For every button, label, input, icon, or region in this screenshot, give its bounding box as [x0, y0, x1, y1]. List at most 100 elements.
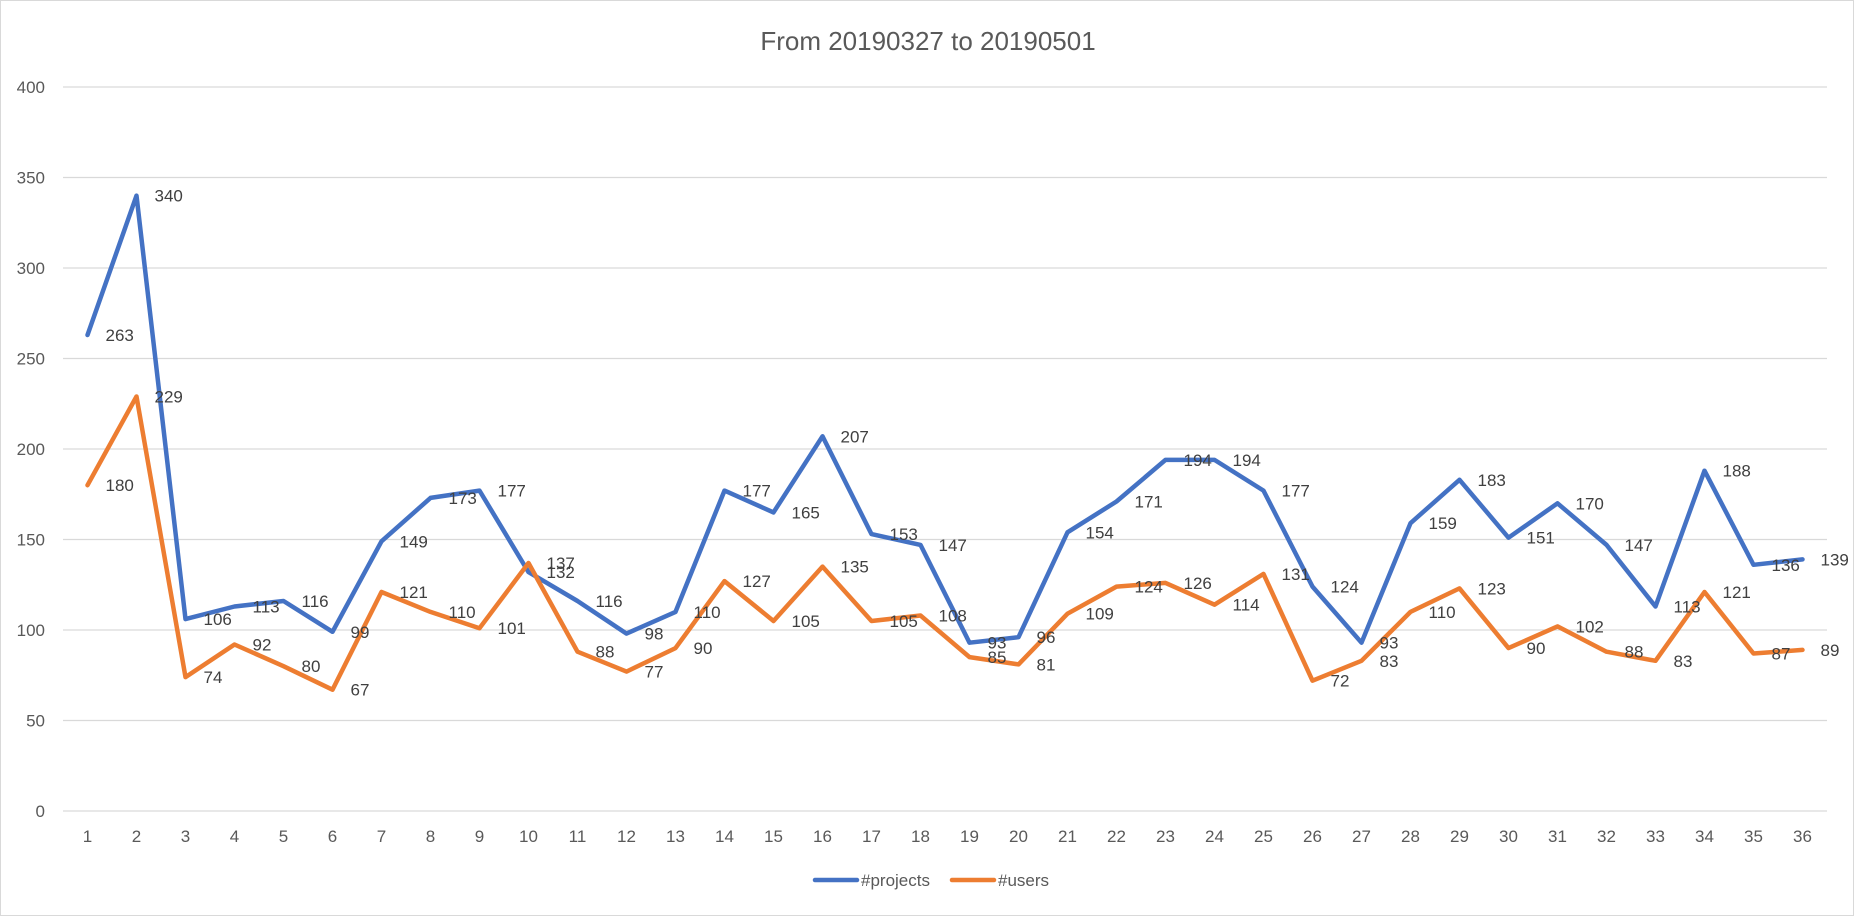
- data-label: 93: [1380, 634, 1399, 653]
- series-lines: [85, 193, 1805, 692]
- data-label: 77: [645, 663, 664, 682]
- data-label: 80: [302, 657, 321, 676]
- data-label: 177: [743, 482, 771, 501]
- data-label: 126: [1184, 574, 1212, 593]
- data-label: 263: [106, 326, 134, 345]
- data-label: 194: [1184, 451, 1212, 470]
- data-label: 121: [1723, 583, 1751, 602]
- data-label: 154: [1086, 523, 1114, 542]
- x-tick-label: 11: [569, 827, 587, 846]
- x-tick-label: 29: [1450, 827, 1469, 846]
- data-label: 90: [1527, 639, 1546, 658]
- y-tick-label: 0: [36, 802, 45, 821]
- data-label: 113: [253, 597, 280, 616]
- data-label: 106: [204, 610, 232, 629]
- data-label: 110: [694, 603, 721, 622]
- x-tick-label: 20: [1009, 827, 1028, 846]
- data-label: 110: [449, 603, 476, 622]
- y-tick-label: 50: [26, 712, 45, 731]
- x-tick-label: 15: [764, 827, 783, 846]
- x-tick-label: 35: [1744, 827, 1763, 846]
- data-label: 114: [1233, 596, 1260, 615]
- x-tick-label: 25: [1254, 827, 1273, 846]
- data-label: 151: [1527, 529, 1555, 548]
- data-label: 123: [1478, 579, 1506, 598]
- x-tick-label: 6: [328, 827, 337, 846]
- data-label: 98: [645, 625, 664, 644]
- x-tick-label: 32: [1597, 827, 1616, 846]
- x-tick-label: 27: [1352, 827, 1371, 846]
- series-line-users: [85, 394, 1805, 692]
- data-label: 183: [1478, 471, 1506, 490]
- data-label: 89: [1821, 641, 1840, 660]
- x-tick-label: 19: [960, 827, 979, 846]
- x-tick-label: 30: [1499, 827, 1518, 846]
- data-label: 147: [1625, 536, 1653, 555]
- data-label: 165: [792, 503, 820, 522]
- data-label: 137: [547, 554, 575, 573]
- series-line-projects: [85, 193, 1805, 645]
- x-tick-label: 18: [911, 827, 930, 846]
- data-label: 127: [743, 572, 771, 591]
- data-label: 149: [400, 532, 428, 551]
- data-label: 121: [400, 583, 428, 602]
- data-label: 102: [1576, 617, 1604, 636]
- x-tick-label: 28: [1401, 827, 1420, 846]
- data-label: 88: [1625, 643, 1644, 662]
- x-tick-label: 5: [279, 827, 288, 846]
- data-label: 93: [988, 634, 1007, 653]
- gridlines: [63, 86, 1827, 812]
- data-label: 132: [547, 563, 575, 582]
- data-label: 188: [1723, 462, 1751, 481]
- data-label: 83: [1380, 652, 1399, 671]
- data-label: 92: [253, 635, 272, 654]
- data-label: 72: [1331, 672, 1350, 691]
- data-label: 177: [498, 482, 526, 501]
- data-label: 88: [596, 643, 615, 662]
- x-tick-label: 33: [1646, 827, 1665, 846]
- x-tick-label: 1: [83, 827, 92, 846]
- data-label: 96: [1037, 628, 1056, 647]
- data-label: 108: [939, 607, 967, 626]
- y-tick-label: 150: [17, 531, 45, 550]
- x-tick-label: 8: [426, 827, 435, 846]
- legend-label: #users: [998, 871, 1049, 890]
- data-label: 116: [596, 592, 623, 611]
- x-tick-label: 36: [1793, 827, 1812, 846]
- x-axis-ticks: 1 2 3 4 5 6 7 8 9 10 11 12 13 14 15 16 17 18 19 20 21 22 23 24 2…: [83, 827, 1812, 846]
- data-labels: 263 340 106 113 116 99 149 173 177 132 116 98 110 177…: [106, 187, 1849, 700]
- x-tick-label: 10: [519, 827, 538, 846]
- y-axis-ticks: 0 50 100 150 200 250 300 350 400: [17, 78, 45, 821]
- data-label: 124: [1135, 578, 1163, 597]
- x-tick-label: 31: [1548, 827, 1567, 846]
- x-tick-label: 34: [1695, 827, 1714, 846]
- y-tick-label: 300: [17, 259, 45, 278]
- data-label: 147: [939, 536, 967, 555]
- data-label: 101: [498, 619, 526, 638]
- legend-label: #projects: [861, 871, 930, 890]
- x-tick-label: 9: [475, 827, 484, 846]
- data-label: 105: [890, 612, 918, 631]
- data-label: 99: [351, 623, 370, 642]
- data-label: 173: [449, 489, 477, 508]
- x-tick-label: 4: [230, 827, 239, 846]
- data-label: 74: [204, 668, 223, 687]
- data-label: 131: [1282, 565, 1310, 584]
- y-tick-label: 400: [17, 78, 45, 97]
- x-tick-label: 7: [377, 827, 386, 846]
- data-label: 113: [1674, 597, 1701, 616]
- x-tick-label: 16: [813, 827, 832, 846]
- x-tick-label: 22: [1107, 827, 1126, 846]
- data-label: 110: [1429, 603, 1456, 622]
- data-label: 67: [351, 681, 370, 700]
- data-label: 90: [694, 639, 713, 658]
- data-label: 135: [841, 558, 869, 577]
- data-label: 139: [1821, 550, 1849, 569]
- chart-title: From 20190327 to 20190501: [760, 26, 1095, 56]
- y-tick-label: 350: [17, 169, 45, 188]
- data-label: 85: [988, 648, 1007, 667]
- x-tick-label: 24: [1205, 827, 1224, 846]
- x-tick-label: 14: [715, 827, 734, 846]
